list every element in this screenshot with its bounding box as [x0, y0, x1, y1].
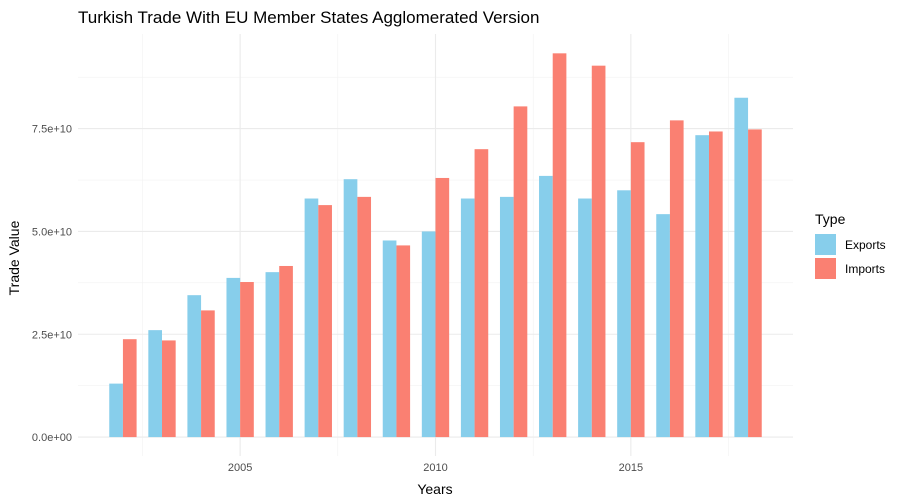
bar-exports-2018 [734, 97, 749, 438]
y-tick-label: 2.5e+10 [32, 329, 72, 341]
y-axis-title: Trade Value [6, 220, 22, 295]
bar-imports-2007 [318, 205, 332, 438]
bar-imports-2008 [357, 196, 372, 438]
bar-exports-2014 [578, 198, 592, 438]
bar-imports-2003 [162, 340, 176, 438]
bar-exports-2007 [304, 198, 319, 438]
bar-imports-2015 [630, 142, 645, 438]
legend: Type Exports Imports [815, 211, 886, 279]
bar-exports-2012 [499, 196, 514, 438]
legend-key-imports [815, 258, 836, 279]
bar-exports-2008 [343, 179, 358, 438]
x-tick-label: 2005 [228, 462, 252, 474]
bar-exports-2006 [265, 272, 280, 438]
bar-imports-2014 [591, 65, 606, 438]
bar-exports-2015 [617, 190, 631, 438]
x-tick-label: 2015 [619, 462, 643, 474]
bar-imports-2011 [474, 149, 489, 438]
bar-exports-2002 [109, 383, 123, 438]
bar-imports-2006 [279, 265, 293, 438]
bar-imports-2002 [122, 339, 137, 438]
bar-imports-2012 [513, 106, 528, 438]
bar-exports-2017 [695, 135, 709, 438]
x-axis-ticks: 2005 2010 2015 [228, 462, 643, 474]
bar-imports-2016 [669, 120, 684, 438]
y-tick-label: 0.0e+00 [32, 432, 72, 444]
legend-label-exports: Exports [845, 238, 886, 252]
legend-label-imports: Imports [845, 262, 885, 276]
y-axis-ticks: 0.0e+00 2.5e+10 5.0e+10 7.5e+10 [32, 124, 72, 444]
bar-exports-2004 [187, 295, 202, 438]
bar-imports-2018 [748, 129, 762, 438]
bar-imports-2005 [240, 282, 254, 438]
bar-imports-2010 [435, 177, 450, 438]
y-tick-label: 5.0e+10 [32, 226, 72, 238]
bar-exports-2013 [539, 175, 553, 438]
bar-imports-2009 [396, 245, 411, 438]
bar-imports-2017 [709, 131, 723, 438]
bar-exports-2010 [421, 231, 436, 438]
x-tick-label: 2010 [423, 462, 447, 474]
y-tick-label: 7.5e+10 [32, 124, 72, 136]
bar-exports-2011 [460, 198, 475, 438]
chart-title: Turkish Trade With EU Member States Aggl… [78, 8, 539, 27]
bar-exports-2016 [656, 214, 670, 438]
bar-exports-2009 [382, 240, 397, 438]
legend-title: Type [815, 211, 846, 227]
x-axis-title: Years [417, 481, 452, 497]
bar-exports-2003 [148, 330, 162, 438]
bar-exports-2005 [226, 277, 241, 438]
bars [109, 53, 762, 438]
bar-imports-2013 [552, 53, 567, 438]
legend-key-exports [815, 234, 836, 255]
bar-imports-2004 [201, 310, 215, 438]
